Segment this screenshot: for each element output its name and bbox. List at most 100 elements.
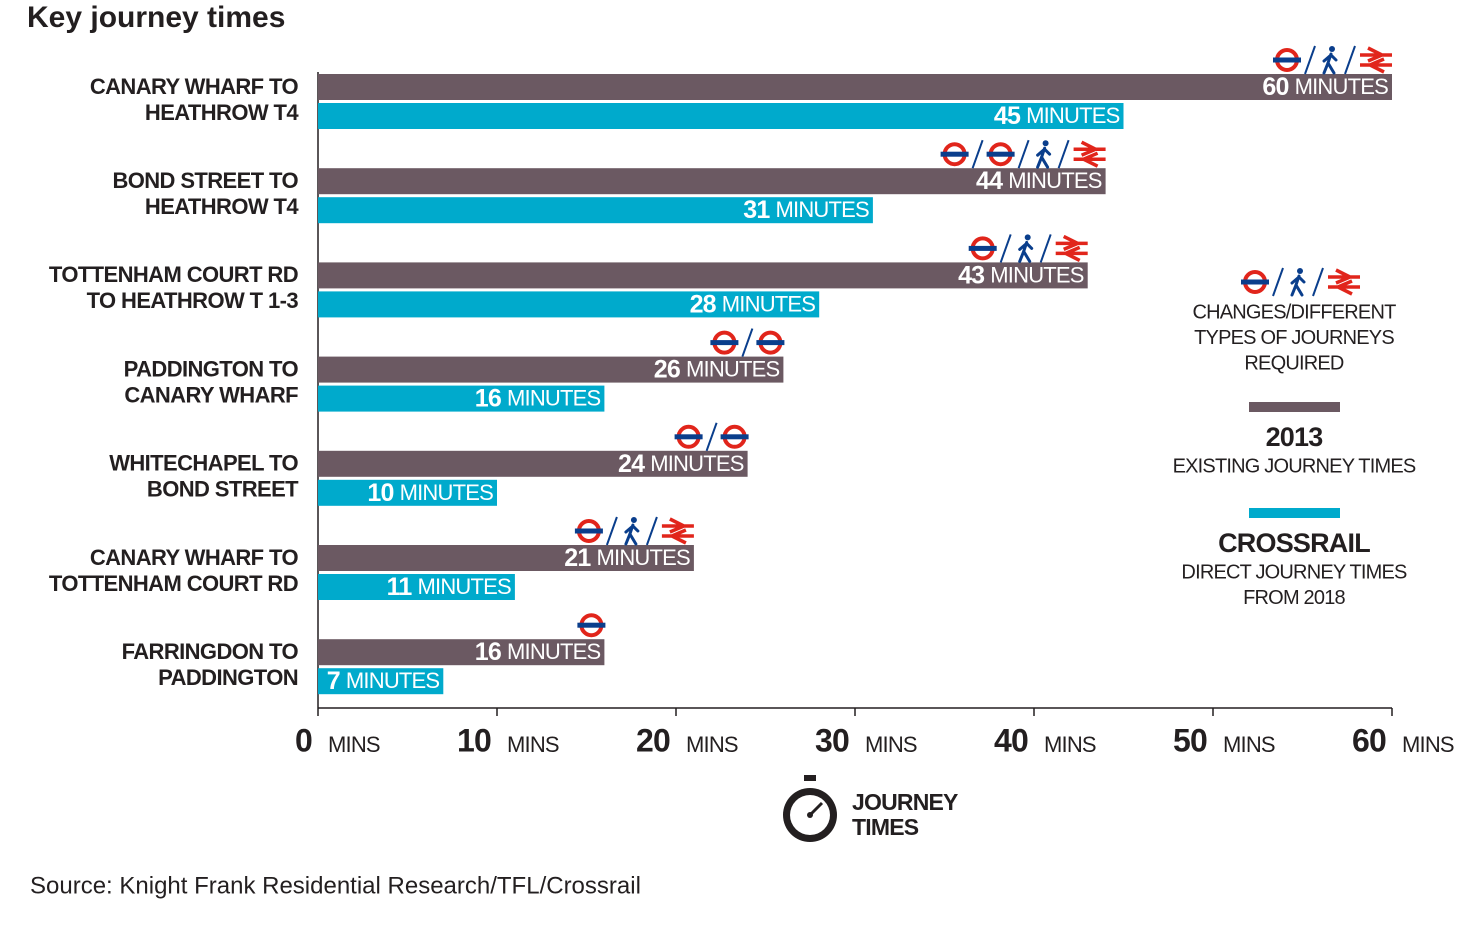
change-icons xyxy=(710,328,785,357)
change-icons xyxy=(968,234,1088,263)
legend-name: CROSSRAIL xyxy=(1218,528,1370,558)
rail-icon xyxy=(1073,140,1106,168)
bar xyxy=(318,385,605,412)
value-unit: MINUTES xyxy=(1295,74,1389,99)
rail-icon xyxy=(1360,46,1392,74)
bar xyxy=(318,668,444,695)
walk-icon-head xyxy=(630,517,637,523)
walk-icon-head xyxy=(1297,268,1303,274)
value-number: 16 xyxy=(475,638,501,666)
value-number: 28 xyxy=(690,290,717,318)
category-label: PADDINGTON TO xyxy=(124,356,299,381)
bar xyxy=(318,168,1106,195)
value-unit: MINUTES xyxy=(400,480,494,505)
value-number: 11 xyxy=(387,573,413,601)
tube-icon-bar xyxy=(940,151,969,157)
category-label: TOTTENHAM COURT RD xyxy=(49,262,298,287)
x-tick-label: 0 xyxy=(295,722,312,758)
category-label: CANARY WHARF TO xyxy=(90,545,299,570)
value-unit: MINUTES xyxy=(346,668,440,693)
walk-icon-head xyxy=(1042,140,1049,147)
separator xyxy=(1272,267,1284,297)
bar xyxy=(318,450,748,477)
walk-icon xyxy=(1018,240,1034,263)
tube-icon-bar xyxy=(574,528,603,534)
separator xyxy=(1344,45,1356,75)
tube-icon-bar xyxy=(577,622,606,628)
bar xyxy=(318,639,605,666)
value-label: 21 MINUTES xyxy=(564,544,690,572)
value-unit: MINUTES xyxy=(990,262,1084,287)
value-number: 16 xyxy=(475,384,501,412)
category-label: TOTTENHAM COURT RD xyxy=(49,571,298,596)
value-label: 7 MINUTES xyxy=(327,667,440,695)
tube-icon-bar xyxy=(720,434,749,440)
bar xyxy=(318,479,497,506)
separator xyxy=(645,516,658,546)
value-number: 21 xyxy=(564,544,591,572)
bar xyxy=(318,74,1392,100)
category-label: CANARY WHARF TO xyxy=(90,74,299,99)
x-tick-unit: MINS xyxy=(1044,732,1096,757)
value-unit: MINUTES xyxy=(1008,168,1102,193)
rail-icon xyxy=(1328,268,1360,296)
value-label: 31 MINUTES xyxy=(743,196,869,224)
tube-icon-bar xyxy=(674,434,703,440)
category-label: PADDINGTON xyxy=(158,665,298,690)
value-number: 10 xyxy=(367,478,393,506)
bar xyxy=(318,197,873,224)
separator xyxy=(1017,139,1030,169)
value-number: 44 xyxy=(976,167,1003,195)
value-label: 26 MINUTES xyxy=(654,355,780,383)
walk-icon-head xyxy=(1024,234,1031,241)
value-number: 43 xyxy=(958,261,984,289)
value-number: 7 xyxy=(327,667,340,695)
category-label: BOND STREET TO xyxy=(112,168,298,193)
value-number: 45 xyxy=(994,102,1021,130)
category-label: TO HEATHROW T 1-3 xyxy=(87,288,299,313)
x-tick-label: 30 xyxy=(815,722,849,758)
separator xyxy=(971,139,984,169)
x-tick-label: 40 xyxy=(994,722,1028,758)
walk-icon xyxy=(1290,274,1306,297)
legend-icons xyxy=(1241,267,1360,297)
change-icons xyxy=(1273,45,1392,75)
x-tick-label: 10 xyxy=(457,722,491,758)
value-unit: MINUTES xyxy=(417,574,511,599)
legend-swatch xyxy=(1249,402,1340,412)
value-label: 28 MINUTES xyxy=(690,290,816,318)
value-number: 26 xyxy=(654,355,680,383)
category-label: CANARY WHARF xyxy=(124,382,298,407)
value-unit: MINUTES xyxy=(507,385,601,410)
category-label: FARRINGDON TO xyxy=(122,639,299,664)
value-label: 11 MINUTES xyxy=(387,573,511,601)
value-unit: MINUTES xyxy=(1026,103,1120,128)
legend-note: REQUIRED xyxy=(1244,352,1344,374)
bar xyxy=(318,545,694,571)
legend-name: 2013 xyxy=(1266,422,1324,452)
value-label: 45 MINUTES xyxy=(994,102,1120,130)
change-icons xyxy=(574,516,694,546)
separator xyxy=(1057,139,1070,169)
change-icons xyxy=(674,422,749,452)
separator xyxy=(741,328,754,357)
value-unit: MINUTES xyxy=(722,291,816,316)
change-icons xyxy=(577,613,606,638)
value-unit: MINUTES xyxy=(596,545,690,570)
x-tick-unit: MINS xyxy=(507,732,559,757)
legend-description: EXISTING JOURNEY TIMES xyxy=(1173,455,1416,477)
legend-swatch xyxy=(1249,508,1340,518)
tube-icon-bar xyxy=(1241,279,1269,285)
legend-description: FROM 2018 xyxy=(1243,587,1345,609)
category-label: HEATHROW T4 xyxy=(145,100,299,125)
source: Source: Knight Frank Residential Researc… xyxy=(30,872,641,899)
x-tick-unit: MINS xyxy=(865,732,917,757)
rail-icon xyxy=(661,517,694,545)
value-label: 16 MINUTES xyxy=(475,638,601,666)
x-axis-label: TIMES xyxy=(852,814,919,840)
value-number: 31 xyxy=(743,196,770,224)
x-tick-unit: MINS xyxy=(1223,732,1275,757)
category-label: WHITECHAPEL TO xyxy=(109,451,298,476)
value-label: 24 MINUTES xyxy=(618,449,744,477)
x-axis-label: JOURNEY xyxy=(852,789,958,815)
